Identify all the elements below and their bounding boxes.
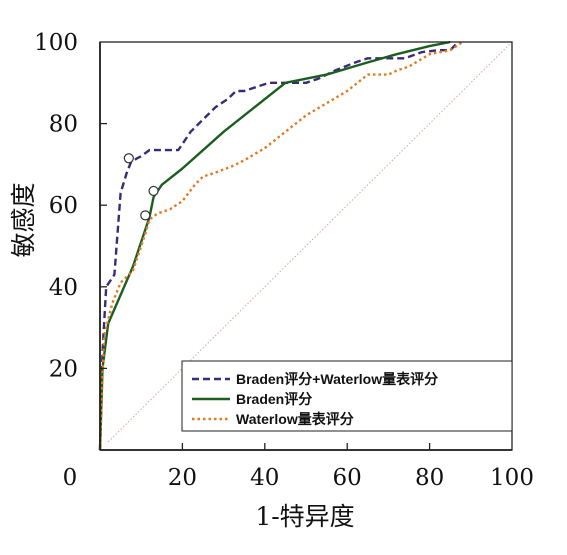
x-tick-label: 20 (168, 465, 197, 491)
x-axis-title: 1-特异度 (255, 502, 354, 531)
reference-diagonal-line (107, 41, 513, 443)
x-tick-label: 80 (415, 465, 444, 491)
legend-label-1: Braden评分+Waterlow量表评分 (236, 371, 438, 387)
y-tick-label: 60 (49, 193, 78, 219)
x-tick-label: 0 (63, 465, 78, 491)
x-tick-label: 40 (250, 465, 279, 491)
cutoff-point-marker-2 (148, 185, 159, 197)
cutoff-point-marker-1 (123, 153, 134, 164)
legend-label-2: Braden评分 (236, 391, 312, 407)
series-line-2 (98, 40, 451, 451)
legend-box (181, 360, 513, 432)
legend-label-3: Waterlow量表评分 (236, 411, 354, 427)
x-tick-label: 100 (490, 465, 534, 491)
y-axis-title: 敏感度 (9, 182, 38, 257)
y-tick-label: 40 (49, 275, 78, 301)
cutoff-point-marker-3 (140, 210, 151, 221)
y-tick-label: 100 (34, 30, 78, 56)
y-tick-label: 80 (49, 112, 78, 138)
x-tick-label: 60 (333, 465, 362, 491)
y-tick-label: 20 (49, 356, 78, 382)
